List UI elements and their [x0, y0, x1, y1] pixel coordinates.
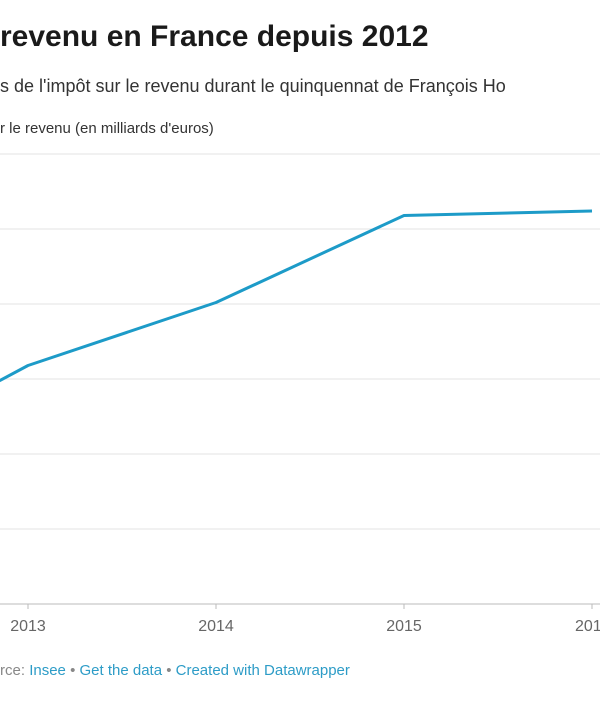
y-axis-label: r le revenu (en milliards d'euros): [0, 120, 214, 137]
data-line: [0, 209, 593, 383]
x-tick-label: 2013: [10, 618, 46, 635]
source-line: rce: Insee • Get the data • Created with…: [0, 662, 350, 679]
source-link[interactable]: Insee: [29, 662, 66, 679]
separator: •: [166, 662, 175, 679]
data-link[interactable]: Get the data: [79, 662, 162, 679]
plot-area: 2013 2014 2015 201: [0, 153, 600, 635]
credit-link[interactable]: Created with Datawrapper: [176, 662, 350, 679]
x-tick-label: 201: [575, 618, 600, 635]
x-tick-label: 2015: [386, 618, 422, 635]
chart-title: revenu en France depuis 2012: [0, 20, 429, 53]
chart-subtitle: s de l'impôt sur le revenu durant le qui…: [0, 76, 506, 96]
separator: •: [70, 662, 79, 679]
source-label: rce:: [0, 662, 29, 679]
x-tick-label: 2014: [198, 618, 234, 635]
